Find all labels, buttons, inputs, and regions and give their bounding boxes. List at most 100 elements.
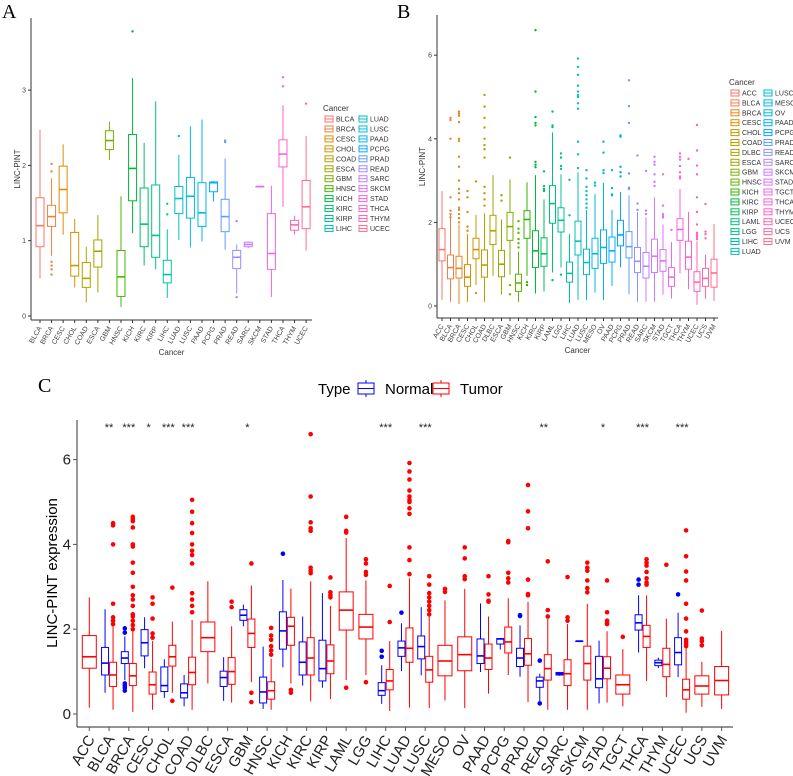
box-normal-cesc	[140, 617, 149, 669]
outlier-point	[189, 552, 195, 558]
outlier-point	[235, 295, 238, 299]
significance-stars: *	[601, 422, 606, 434]
outlier-point	[565, 618, 570, 624]
legend: Type Normal Tumor	[318, 380, 503, 398]
outlier-point	[189, 561, 195, 566]
box-tumor-kirp	[326, 575, 335, 700]
outlier-point	[387, 619, 393, 625]
legend-label: COAD	[336, 156, 356, 163]
outlier-point	[525, 592, 531, 598]
box-iqr	[101, 646, 110, 676]
outlier-point	[229, 599, 234, 604]
outlier-point	[619, 175, 622, 178]
outlier-point	[462, 576, 468, 582]
outlier-point	[627, 121, 631, 125]
legend-label: READ	[775, 150, 793, 157]
box-normal-stad	[595, 640, 604, 704]
box-paad	[197, 119, 207, 242]
box-normal-paad	[476, 603, 485, 673]
legend-label: UCS	[775, 229, 790, 236]
outlier-point	[407, 511, 412, 517]
legend-label: PAAD	[775, 120, 793, 127]
legend-item-skcm: SKCM	[358, 185, 390, 193]
panel-label-a: A	[2, 1, 17, 23]
outlier-point	[517, 246, 520, 249]
outlier-point	[189, 590, 195, 596]
legend-item-kich: KICH	[324, 195, 353, 203]
outlier-point	[483, 93, 486, 97]
box-thym	[290, 215, 300, 235]
outlier-point	[534, 121, 537, 125]
box-iqr	[464, 264, 471, 287]
box-iqr	[148, 671, 157, 695]
outlier-point	[644, 569, 649, 575]
outlier-point	[619, 165, 622, 169]
outlier-point	[683, 528, 689, 533]
outlier-point	[483, 191, 486, 195]
outlier-point	[644, 563, 649, 568]
box-normal-brca	[120, 626, 129, 693]
outlier-point	[653, 155, 656, 158]
y-tick-label: 6	[428, 53, 432, 60]
outlier-point	[534, 166, 537, 169]
box-normal-chol	[160, 659, 169, 698]
outlier-point	[683, 643, 689, 649]
outlier-point	[585, 198, 588, 201]
legend-label: BRCA	[742, 110, 762, 117]
box-tumor-thca	[642, 556, 651, 681]
legend-item-thca: THCA	[763, 198, 793, 206]
box-normal-kirp	[318, 593, 327, 688]
box-iqr	[259, 676, 268, 704]
outlier-point	[449, 212, 452, 216]
outlier-point	[568, 178, 571, 181]
box-chol	[472, 180, 480, 295]
box-hnsc	[116, 196, 126, 307]
outlier-point	[551, 125, 554, 129]
legend-label: LIHC	[336, 226, 352, 233]
outlier-point	[110, 542, 116, 547]
box-tumor-cesc	[148, 595, 157, 710]
x-axis-title: Cancer	[159, 348, 185, 357]
outlier-point	[363, 561, 369, 566]
legend-item-blca: BLCA	[730, 99, 761, 107]
significance-stars: ***	[162, 422, 176, 434]
legend-label: LIHC	[742, 239, 758, 246]
outlier-point	[644, 209, 648, 212]
outlier-point	[576, 107, 580, 110]
box-tumor-paad	[484, 573, 493, 694]
outlier-point	[308, 520, 313, 525]
outlier-point	[130, 618, 136, 624]
box-iqr	[116, 249, 126, 297]
box-normal-thym	[654, 657, 663, 669]
legend-item-prad: PRAD	[763, 139, 793, 147]
box-iqr	[438, 228, 446, 262]
legend-label: LAML	[742, 219, 760, 226]
legend: Cancer ACC BLCA BRCA CESC CHOL COAD DLBC ESCA GBM…	[729, 78, 793, 256]
outlier-point	[695, 196, 699, 199]
outlier-point	[407, 477, 412, 482]
outlier-point	[426, 603, 432, 609]
box-iqr	[306, 637, 315, 676]
outlier-point	[249, 699, 254, 705]
box-iqr	[549, 185, 556, 224]
box-iqr	[457, 636, 473, 672]
outlier-point	[343, 514, 349, 520]
legend-item-chol: CHOL	[730, 129, 762, 137]
box-iqr	[168, 644, 177, 667]
outlier-point	[457, 191, 461, 195]
outlier-point	[678, 158, 682, 161]
outlier-point	[130, 518, 136, 524]
box-iqr	[326, 644, 335, 675]
outlier-point	[483, 185, 486, 189]
outlier-point	[525, 525, 531, 531]
outlier-point	[683, 553, 689, 559]
box-stad	[266, 185, 276, 298]
box-sarc	[243, 241, 253, 249]
outlier-point	[683, 616, 689, 621]
outlier-point	[150, 616, 155, 621]
legend-item-cesc: CESC	[730, 119, 761, 127]
legend-label: THCA	[775, 199, 793, 206]
outlier-point	[585, 590, 590, 595]
outlier-point	[288, 690, 294, 696]
